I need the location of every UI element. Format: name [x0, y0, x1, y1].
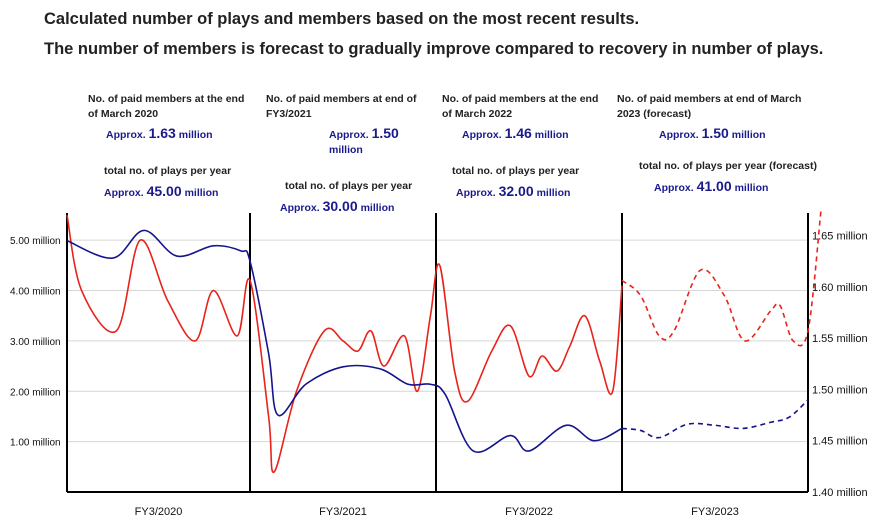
members-figure: Approx. 1.50 million: [329, 126, 426, 158]
members-unit: million: [178, 129, 213, 141]
category-label: FY3/2022: [505, 506, 553, 518]
right-tick-label: 1.60 million: [812, 282, 868, 294]
category-label: FY3/2020: [135, 506, 183, 518]
plays-line: [66, 214, 623, 473]
plays-label: total no. of plays per year: [285, 180, 413, 192]
members_forecast-line: [621, 399, 809, 439]
right-tick-label: 1.55 million: [812, 333, 868, 345]
members-figure: Approx. 1.63 million: [106, 126, 248, 143]
members-value: 1.50: [371, 125, 399, 141]
period-summary-2: No. of paid members at end of FY3/2021 A…: [266, 92, 426, 216]
plays-value: 30.00: [322, 198, 358, 214]
axis-labels: 1.00 million 2.00 million 3.00 million 4.00…: [10, 231, 868, 518]
right-tick-label: 1.65 million: [812, 231, 868, 243]
plays-unit: million: [360, 202, 395, 214]
right-tick-label: 1.50 million: [812, 384, 868, 396]
members-prefix: Approx.: [329, 129, 369, 141]
category-label: FY3/2021: [319, 506, 367, 518]
plays-prefix: Approx.: [456, 187, 496, 199]
plays-value: 45.00: [146, 183, 182, 199]
right-tick-label: 1.40 million: [812, 487, 868, 499]
members-label: No. of paid members at the end of March …: [442, 93, 599, 120]
left-tick-label: 1.00 million: [10, 438, 61, 449]
members-prefix: Approx.: [106, 129, 146, 141]
members-unit: million: [329, 144, 363, 156]
members-label: No. of paid members at end of FY3/2021: [266, 93, 417, 120]
plays-value: 32.00: [498, 183, 534, 199]
series-lines: [66, 209, 822, 473]
left-tick-label: 5.00 million: [10, 236, 61, 247]
members-value: 1.63: [148, 125, 176, 141]
plays_forecast-line: [621, 209, 822, 347]
members-value: 1.50: [701, 125, 729, 141]
plays-label: total no. of plays per year: [452, 165, 580, 177]
category-label: FY3/2023: [691, 506, 739, 518]
plays-label: total no. of plays per year: [104, 165, 232, 177]
members-line: [66, 229, 623, 454]
headline-1: Calculated number of plays and members b…: [44, 10, 640, 28]
left-tick-label: 3.00 million: [10, 337, 61, 348]
members-unit: million: [731, 129, 766, 141]
plays-figure: Approx. 45.00 million: [104, 184, 248, 201]
plays-prefix: Approx.: [104, 187, 144, 199]
plays-figure: Approx. 41.00 million: [654, 179, 832, 196]
members-label: No. of paid members at end of March 2023…: [617, 93, 802, 120]
period-summary-1: No. of paid members at the end of March …: [88, 92, 248, 201]
right-tick-label: 1.45 million: [812, 436, 868, 448]
plays-unit: million: [184, 187, 219, 199]
left-tick-label: 2.00 million: [10, 387, 61, 398]
headline-2: The number of members is forecast to gra…: [44, 40, 824, 58]
members-value: 1.46: [504, 125, 532, 141]
plays-unit: million: [734, 182, 769, 194]
plays-figure: Approx. 32.00 million: [456, 184, 607, 201]
members-figure: Approx. 1.50 million: [659, 126, 832, 143]
grid-lines: [67, 239, 808, 443]
period-summary-3: No. of paid members at the end of March …: [442, 92, 607, 201]
plays-value: 41.00: [696, 178, 732, 194]
plays-figure: Approx. 30.00 million: [280, 199, 426, 216]
period-summary-4: No. of paid members at end of March 2023…: [617, 92, 832, 196]
plays-prefix: Approx.: [654, 182, 694, 194]
members-prefix: Approx.: [659, 129, 699, 141]
members-unit: million: [534, 129, 569, 141]
members-prefix: Approx.: [462, 129, 502, 141]
period-dividers: [66, 213, 809, 493]
members-figure: Approx. 1.46 million: [462, 126, 607, 143]
left-tick-label: 4.00 million: [10, 287, 61, 298]
plays-prefix: Approx.: [280, 202, 320, 214]
plays-unit: million: [536, 187, 571, 199]
plays-label: total no. of plays per year (forecast): [639, 160, 817, 172]
members-label: No. of paid members at the end of March …: [88, 93, 245, 120]
